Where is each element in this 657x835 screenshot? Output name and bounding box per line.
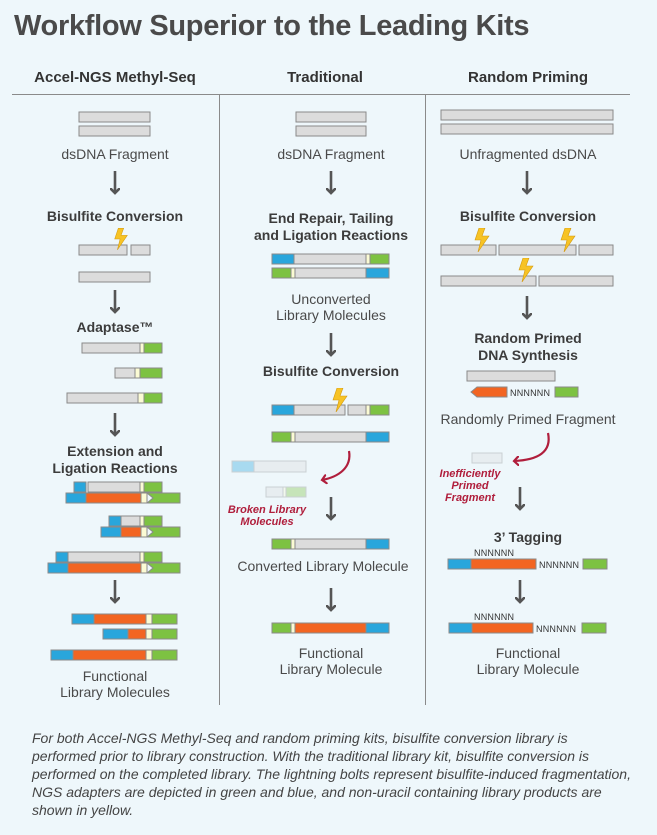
trad-result-line-1: Functional xyxy=(298,645,364,661)
random-bisulfite-strands xyxy=(440,244,614,287)
accel-fragment-label: dsDNA Fragment xyxy=(61,146,169,162)
random-inefficient-line-1: Inefficiently xyxy=(439,468,501,480)
trad-end-repair-line-2: and Ligation Reactions xyxy=(253,227,408,243)
accel-result-line-2: Library Molecules xyxy=(60,684,170,700)
accel-extension-line-2: Ligation Reactions xyxy=(52,460,178,476)
random-unfragmented-dsdna xyxy=(440,109,614,135)
random-nnnnnn-side-2: NNNNNN xyxy=(536,624,577,634)
accel-result-line-1: Functional xyxy=(82,668,148,684)
trad-fragment-label: dsDNA Fragment xyxy=(277,146,385,162)
trad-broken-label: Broken Library Molecules xyxy=(222,504,312,528)
red-curved-arrow-icon xyxy=(514,432,550,461)
red-curved-arrow-icon xyxy=(322,450,351,480)
random-result-line-1: Functional xyxy=(495,645,561,661)
column-header-random: Random Priming xyxy=(467,69,588,86)
column-header-traditional: Traditional xyxy=(287,69,363,86)
trad-unconverted-molecules xyxy=(271,253,390,279)
random-primed-strands xyxy=(466,370,579,398)
trad-dsdna-fragment xyxy=(295,111,367,137)
trad-bisulfite-molecules xyxy=(271,404,390,443)
accel-dsdna-fragment xyxy=(78,111,151,137)
accel-result-label: Functional Library Molecules xyxy=(15,668,215,700)
trad-bisulfite-label: Bisulfite Conversion xyxy=(262,363,400,379)
trad-unconverted-label: Unconverted Library Molecules xyxy=(230,291,432,323)
random-synthesis-line-2: DNA Synthesis xyxy=(478,347,578,363)
accel-extension-group-1 xyxy=(65,481,181,504)
random-bisulfite-label: Bisulfite Conversion xyxy=(459,208,597,224)
trad-functional-molecule xyxy=(271,622,390,634)
trad-converted-label: Converted Library Molecule xyxy=(237,558,409,574)
workflow-diagram xyxy=(47,109,614,661)
trad-end-repair-line-1: End Repair, Tailing xyxy=(268,210,394,226)
trad-broken-line-1: Broken Library xyxy=(227,504,307,516)
accel-bisulfite-strands xyxy=(78,244,151,283)
trad-unconverted-line-1: Unconverted xyxy=(291,291,371,307)
random-primed-label: Randomly Primed Fragment xyxy=(440,411,616,427)
accel-adaptase-strands xyxy=(66,342,163,404)
random-result-line-2: Library Molecule xyxy=(476,661,580,677)
accel-extension-group-3 xyxy=(47,551,181,574)
column-header-accel: Accel-NGS Methyl-Seq xyxy=(34,69,196,86)
trad-unconverted-line-2: Library Molecules xyxy=(276,307,386,323)
random-nnnnnn-label: NNNNNN xyxy=(510,388,551,398)
accel-functional-molecules xyxy=(50,613,178,661)
column-divider-1 xyxy=(219,95,220,705)
trad-end-repair-label: End Repair, Tailing and Ligation Reactio… xyxy=(230,210,432,244)
random-functional-molecule xyxy=(448,622,607,634)
accel-bisulfite-label: Bisulfite Conversion xyxy=(46,208,184,224)
page-title: Workflow Superior to the Leading Kits xyxy=(14,10,530,42)
random-inefficient-line-3: Fragment xyxy=(444,492,496,504)
random-inefficient-label: Inefficiently Primed Fragment xyxy=(430,468,510,504)
accel-extension-line-1: Extension and xyxy=(67,443,163,459)
accel-extension-group-2 xyxy=(100,515,181,538)
accel-extension-label: Extension and Ligation Reactions xyxy=(15,443,215,477)
header-divider xyxy=(12,94,630,95)
random-nnnnnn-top-2: NNNNNN xyxy=(474,612,515,622)
trad-result-line-2: Library Molecule xyxy=(279,661,383,677)
random-inefficient-fragment xyxy=(471,452,503,464)
random-tagged-molecule xyxy=(447,558,608,570)
random-tagging-label: 3’ Tagging xyxy=(493,529,563,545)
random-nnnnnn-side-1: NNNNNN xyxy=(539,560,580,570)
random-fragment-label: Unfragmented dsDNA xyxy=(459,146,597,162)
random-result-label: Functional Library Molecule xyxy=(427,645,629,677)
trad-broken-molecules xyxy=(231,460,307,498)
random-synthesis-label: Random Primed DNA Synthesis xyxy=(427,330,629,364)
figure-caption: For both Accel-NGS Methyl-Seq and random… xyxy=(32,730,631,818)
random-nnnnnn-top-1: NNNNNN xyxy=(474,548,515,558)
column-divider-2 xyxy=(425,95,426,705)
trad-broken-line-2: Molecules xyxy=(240,516,294,528)
trad-converted-molecule xyxy=(271,538,390,550)
random-synthesis-line-1: Random Primed xyxy=(474,330,582,346)
trad-result-label: Functional Library Molecule xyxy=(230,645,432,677)
random-inefficient-line-2: Primed xyxy=(451,480,489,492)
accel-adaptase-label: Adaptase™ xyxy=(76,319,154,335)
